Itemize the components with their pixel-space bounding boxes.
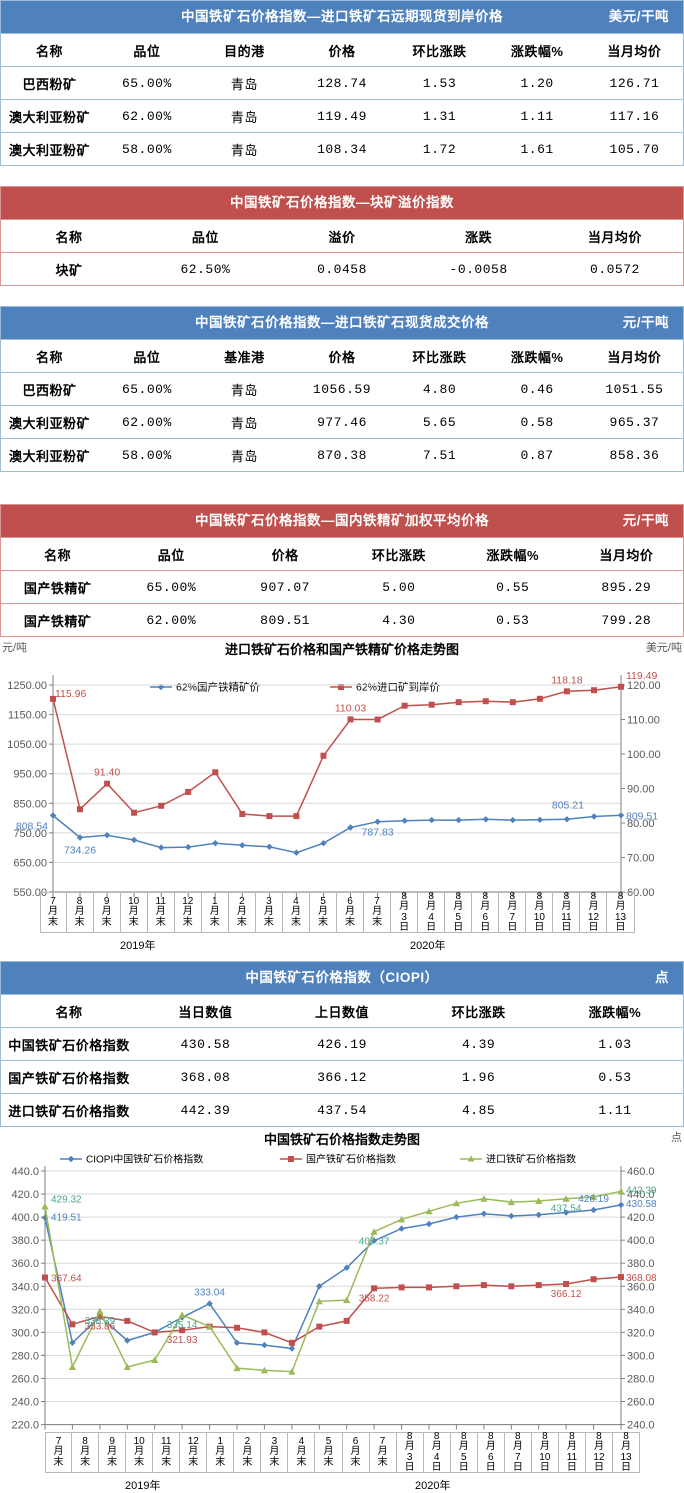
svg-text:国产铁矿石价格指数: 国产铁矿石价格指数: [306, 1153, 396, 1166]
svg-text:1250.00: 1250.00: [7, 680, 47, 692]
svg-text:240.0: 240.0: [11, 1397, 39, 1409]
svg-text:115.96: 115.96: [55, 688, 86, 700]
svg-text:420.0: 420.0: [11, 1189, 39, 1201]
svg-text:366.12: 366.12: [551, 1289, 582, 1300]
svg-text:280.0: 280.0: [11, 1350, 39, 1362]
svg-text:429.32: 429.32: [51, 1194, 82, 1205]
svg-text:62%国产铁精矿价: 62%国产铁精矿价: [176, 681, 261, 694]
svg-text:119.49: 119.49: [626, 670, 657, 682]
svg-text:338.39: 338.39: [85, 1316, 116, 1327]
svg-text:340.0: 340.0: [11, 1281, 39, 1293]
svg-text:358.22: 358.22: [359, 1293, 390, 1304]
svg-text:442.39: 442.39: [626, 1185, 657, 1196]
svg-text:100.00: 100.00: [627, 749, 661, 761]
svg-text:220.0: 220.0: [11, 1420, 39, 1432]
svg-text:260.0: 260.0: [627, 1397, 655, 1409]
svg-text:360.0: 360.0: [11, 1258, 39, 1270]
svg-text:850.00: 850.00: [13, 798, 47, 810]
svg-text:426.19: 426.19: [578, 1194, 609, 1205]
svg-text:321.93: 321.93: [167, 1335, 198, 1346]
svg-text:950.00: 950.00: [13, 769, 47, 781]
svg-text:734.26: 734.26: [64, 845, 96, 857]
svg-text:787.83: 787.83: [362, 827, 394, 839]
svg-text:400.0: 400.0: [11, 1212, 39, 1224]
svg-text:CIOPI中国铁矿石价格指数: CIOPI中国铁矿石价格指数: [86, 1153, 203, 1166]
svg-text:118.18: 118.18: [551, 674, 582, 686]
svg-text:333.04: 333.04: [194, 1288, 225, 1299]
svg-text:340.0: 340.0: [627, 1304, 655, 1316]
svg-text:808.54: 808.54: [16, 821, 48, 833]
svg-text:1050.00: 1050.00: [7, 739, 47, 751]
svg-text:240.0: 240.0: [627, 1420, 655, 1432]
svg-text:91.40: 91.40: [94, 767, 120, 779]
svg-text:440.0: 440.0: [11, 1166, 39, 1178]
svg-text:300.0: 300.0: [627, 1350, 655, 1362]
svg-text:419.51: 419.51: [51, 1213, 82, 1224]
svg-text:437.54: 437.54: [551, 1204, 582, 1215]
svg-text:368.08: 368.08: [626, 1273, 657, 1284]
svg-text:367.64: 367.64: [51, 1274, 82, 1285]
svg-text:62%进口矿到岸价: 62%进口矿到岸价: [356, 681, 441, 694]
svg-text:335.14: 335.14: [167, 1320, 198, 1331]
svg-text:460.0: 460.0: [627, 1166, 655, 1178]
svg-text:110.03: 110.03: [335, 702, 366, 714]
svg-text:650.00: 650.00: [13, 857, 47, 869]
svg-text:70.00: 70.00: [627, 853, 655, 865]
svg-text:380.0: 380.0: [11, 1235, 39, 1247]
svg-text:320.0: 320.0: [627, 1327, 655, 1339]
svg-text:90.00: 90.00: [627, 784, 655, 796]
svg-text:110.00: 110.00: [627, 715, 660, 727]
svg-text:809.51: 809.51: [626, 810, 658, 822]
svg-text:805.21: 805.21: [552, 800, 584, 812]
svg-text:1150.00: 1150.00: [8, 710, 47, 722]
svg-text:420.0: 420.0: [627, 1212, 655, 1224]
svg-text:280.0: 280.0: [627, 1374, 655, 1386]
svg-text:380.0: 380.0: [627, 1258, 655, 1270]
svg-text:400.0: 400.0: [627, 1235, 655, 1247]
svg-text:407.37: 407.37: [359, 1237, 390, 1248]
svg-text:300.0: 300.0: [11, 1327, 39, 1339]
svg-text:430.58: 430.58: [626, 1199, 657, 1210]
svg-text:320.0: 320.0: [11, 1304, 39, 1316]
svg-text:进口铁矿石价格指数: 进口铁矿石价格指数: [486, 1153, 576, 1166]
svg-text:260.0: 260.0: [11, 1374, 39, 1386]
